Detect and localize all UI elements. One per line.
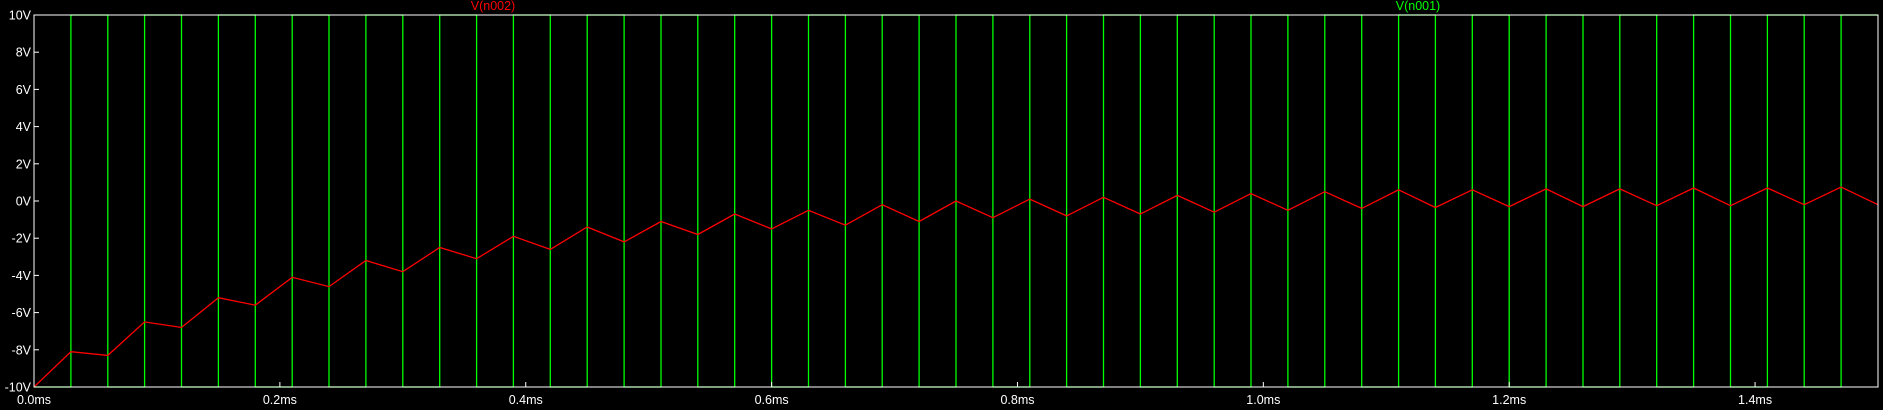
x-tick-label: 1.0ms [1246, 393, 1280, 407]
y-tick-label: 6V [16, 83, 32, 97]
x-tick-label: 1.2ms [1492, 393, 1526, 407]
x-tick-label: 0.0ms [17, 393, 51, 407]
series-line-v-n002 [33, 186, 1879, 388]
x-tick-label: 0.4ms [509, 393, 543, 407]
y-tick-label: 0V [16, 195, 32, 209]
y-tick-label: 8V [16, 46, 32, 60]
x-tick-label: 0.8ms [1000, 393, 1034, 407]
x-tick-label: 0.6ms [755, 393, 789, 407]
y-tick-label: -8V [12, 343, 32, 357]
y-tick-label: -10V [5, 381, 32, 395]
y-tick-label: -4V [12, 269, 32, 283]
y-tick-label: 4V [16, 120, 32, 134]
legend-v-n001: V(n001) [1396, 0, 1440, 13]
x-tick-label: 1.4ms [1738, 393, 1772, 407]
legend-v-n002: V(n002) [471, 0, 515, 13]
traces-layer [33, 14, 1879, 388]
legend-layer: V(n002) V(n001) [471, 0, 1440, 13]
y-tick-label: -2V [12, 232, 32, 246]
y-tick-label: 2V [16, 157, 32, 171]
x-tick-label: 0.2ms [263, 393, 297, 407]
y-tick-label: -6V [12, 306, 32, 320]
y-tick-label: 10V [9, 9, 32, 23]
